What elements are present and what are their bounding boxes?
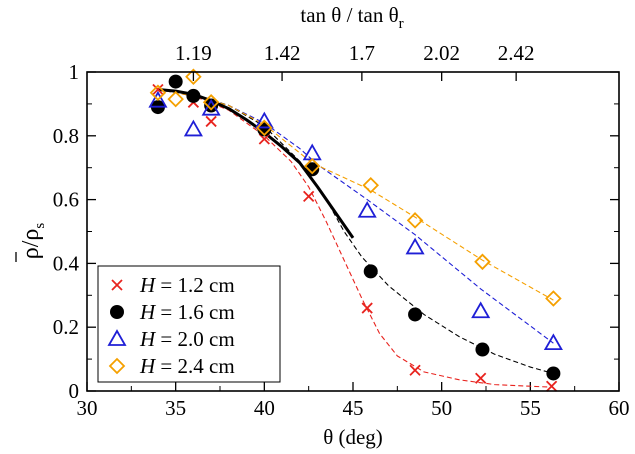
legend-label: H = 1.6 cm bbox=[139, 300, 235, 324]
top-tick-label: 1.7 bbox=[349, 41, 375, 65]
legend-label-rest: = 2.4 cm bbox=[155, 354, 235, 378]
data-point-cross bbox=[545, 380, 558, 392]
data-point-diamond bbox=[167, 90, 184, 108]
data-point-circle bbox=[168, 74, 183, 89]
data-point-diamond bbox=[303, 157, 321, 175]
y-axis-title-slash: / bbox=[18, 240, 44, 247]
data-point-circle bbox=[305, 162, 320, 177]
data-point-circle bbox=[204, 98, 219, 113]
data-point-diamond bbox=[149, 84, 167, 102]
data-point-circle bbox=[546, 366, 561, 381]
data-point-circle bbox=[186, 88, 201, 103]
x-tick-label: 60 bbox=[609, 396, 630, 420]
data-point-diamond bbox=[256, 119, 273, 137]
data-point-triangle bbox=[254, 111, 274, 129]
y-axis-title-sub: s bbox=[32, 223, 48, 229]
data-point-triangle bbox=[107, 329, 127, 346]
data-point-cross bbox=[258, 133, 270, 145]
data-point-cross bbox=[475, 372, 487, 384]
data-point-circle bbox=[363, 264, 378, 279]
data-point-cross bbox=[111, 279, 123, 291]
data-point-circle bbox=[110, 305, 124, 319]
data-point-triangle bbox=[302, 143, 322, 161]
x-axis-title: θ (deg) bbox=[323, 425, 383, 449]
x-tick-label: 35 bbox=[165, 396, 186, 420]
top-axis-title-main: tan θ / tan θ bbox=[300, 3, 398, 27]
top-axis-title: tan θ / tan θr bbox=[300, 3, 403, 32]
cross-stroke bbox=[205, 115, 217, 128]
data-point-circle bbox=[475, 342, 490, 357]
y-tick-label: 0.6 bbox=[53, 188, 79, 212]
legend-label: H = 2.0 cm bbox=[139, 327, 235, 351]
legend-label-italic: H bbox=[139, 354, 157, 378]
data-point-diamond bbox=[108, 357, 126, 375]
data-point-diamond bbox=[474, 253, 491, 271]
data-point-triangle bbox=[357, 200, 377, 218]
cross-stroke bbox=[409, 364, 421, 376]
x-tick-label: 40 bbox=[254, 396, 275, 420]
y-axis-title-text: ρ/ρs bbox=[18, 223, 48, 260]
legend-label: H = 1.2 cm bbox=[139, 273, 235, 297]
y-tick-label: 0.4 bbox=[53, 251, 80, 275]
cross-stroke bbox=[475, 372, 487, 384]
cross-stroke bbox=[303, 190, 315, 203]
legend-box bbox=[97, 265, 281, 383]
cross-stroke bbox=[111, 279, 123, 291]
data-point-cross bbox=[361, 302, 373, 314]
data-point-diamond bbox=[362, 176, 380, 194]
x-tick-label: 30 bbox=[77, 396, 98, 420]
data-point-triangle bbox=[201, 98, 221, 116]
data-point-triangle bbox=[543, 333, 563, 351]
y-axis-title: ρ/ρs bbox=[15, 223, 48, 262]
top-tick-label: 2.42 bbox=[498, 41, 535, 65]
y-tick-label: 0.2 bbox=[53, 315, 79, 339]
fit-line bbox=[157, 89, 552, 388]
y-tick-label: 0 bbox=[69, 379, 80, 403]
y-axis-title-rho: ρ bbox=[18, 247, 44, 259]
legend-label-italic: H bbox=[139, 327, 157, 351]
data-point-diamond bbox=[185, 68, 202, 86]
axes-layer: 30 35 40 45 50 55 60 0 0.2 0.4 0.6 0.8 1 1.19 1.42 1.7 2… bbox=[53, 41, 630, 420]
data-point-circle bbox=[257, 122, 272, 137]
data-point-circle bbox=[408, 307, 423, 322]
data-point-diamond bbox=[202, 94, 220, 111]
x-tick-label: 55 bbox=[520, 396, 541, 420]
legend-label-rest: = 1.6 cm bbox=[155, 300, 235, 324]
y-axis-title-rho2: ρ bbox=[18, 229, 44, 241]
legend-label-italic: H bbox=[139, 273, 157, 297]
cross-stroke bbox=[258, 133, 270, 145]
cross-stroke bbox=[152, 83, 164, 96]
y-tick-label: 0.8 bbox=[53, 124, 79, 148]
data-point-triangle bbox=[471, 301, 491, 319]
data-point-diamond bbox=[406, 212, 424, 229]
markers-layer bbox=[148, 68, 563, 392]
x-tick-label: 45 bbox=[343, 396, 364, 420]
top-axis-title-sub: r bbox=[399, 16, 404, 32]
legend-label-italic: H bbox=[139, 300, 157, 324]
legend-label-rest: = 1.2 cm bbox=[155, 273, 235, 297]
cross-stroke bbox=[545, 380, 558, 392]
data-point-diamond bbox=[545, 290, 562, 307]
top-tick-label: 1.19 bbox=[175, 41, 212, 65]
legend-label-rest: = 2.0 cm bbox=[155, 327, 235, 351]
data-point-triangle bbox=[405, 237, 425, 255]
data-point-cross bbox=[409, 364, 421, 376]
legend-label: H = 2.4 cm bbox=[139, 354, 235, 378]
top-tick-label: 2.02 bbox=[423, 41, 460, 65]
data-point-triangle bbox=[148, 90, 168, 108]
top-tick-label: 1.42 bbox=[264, 41, 301, 65]
legend-entries: H = 1.2 cmH = 1.6 cmH = 2.0 cmH = 2.4 cm bbox=[107, 273, 235, 378]
y-tick-label: 1 bbox=[69, 60, 80, 84]
x-tick-label: 50 bbox=[431, 396, 452, 420]
plot-frame bbox=[86, 71, 620, 392]
legend: H = 1.2 cmH = 1.6 cmH = 2.0 cmH = 2.4 cm bbox=[97, 265, 281, 383]
data-point-cross bbox=[303, 190, 315, 203]
cross-stroke bbox=[361, 302, 373, 314]
data-point-cross bbox=[152, 83, 164, 96]
data-point-triangle bbox=[183, 119, 203, 137]
data-point-cross bbox=[205, 115, 217, 128]
